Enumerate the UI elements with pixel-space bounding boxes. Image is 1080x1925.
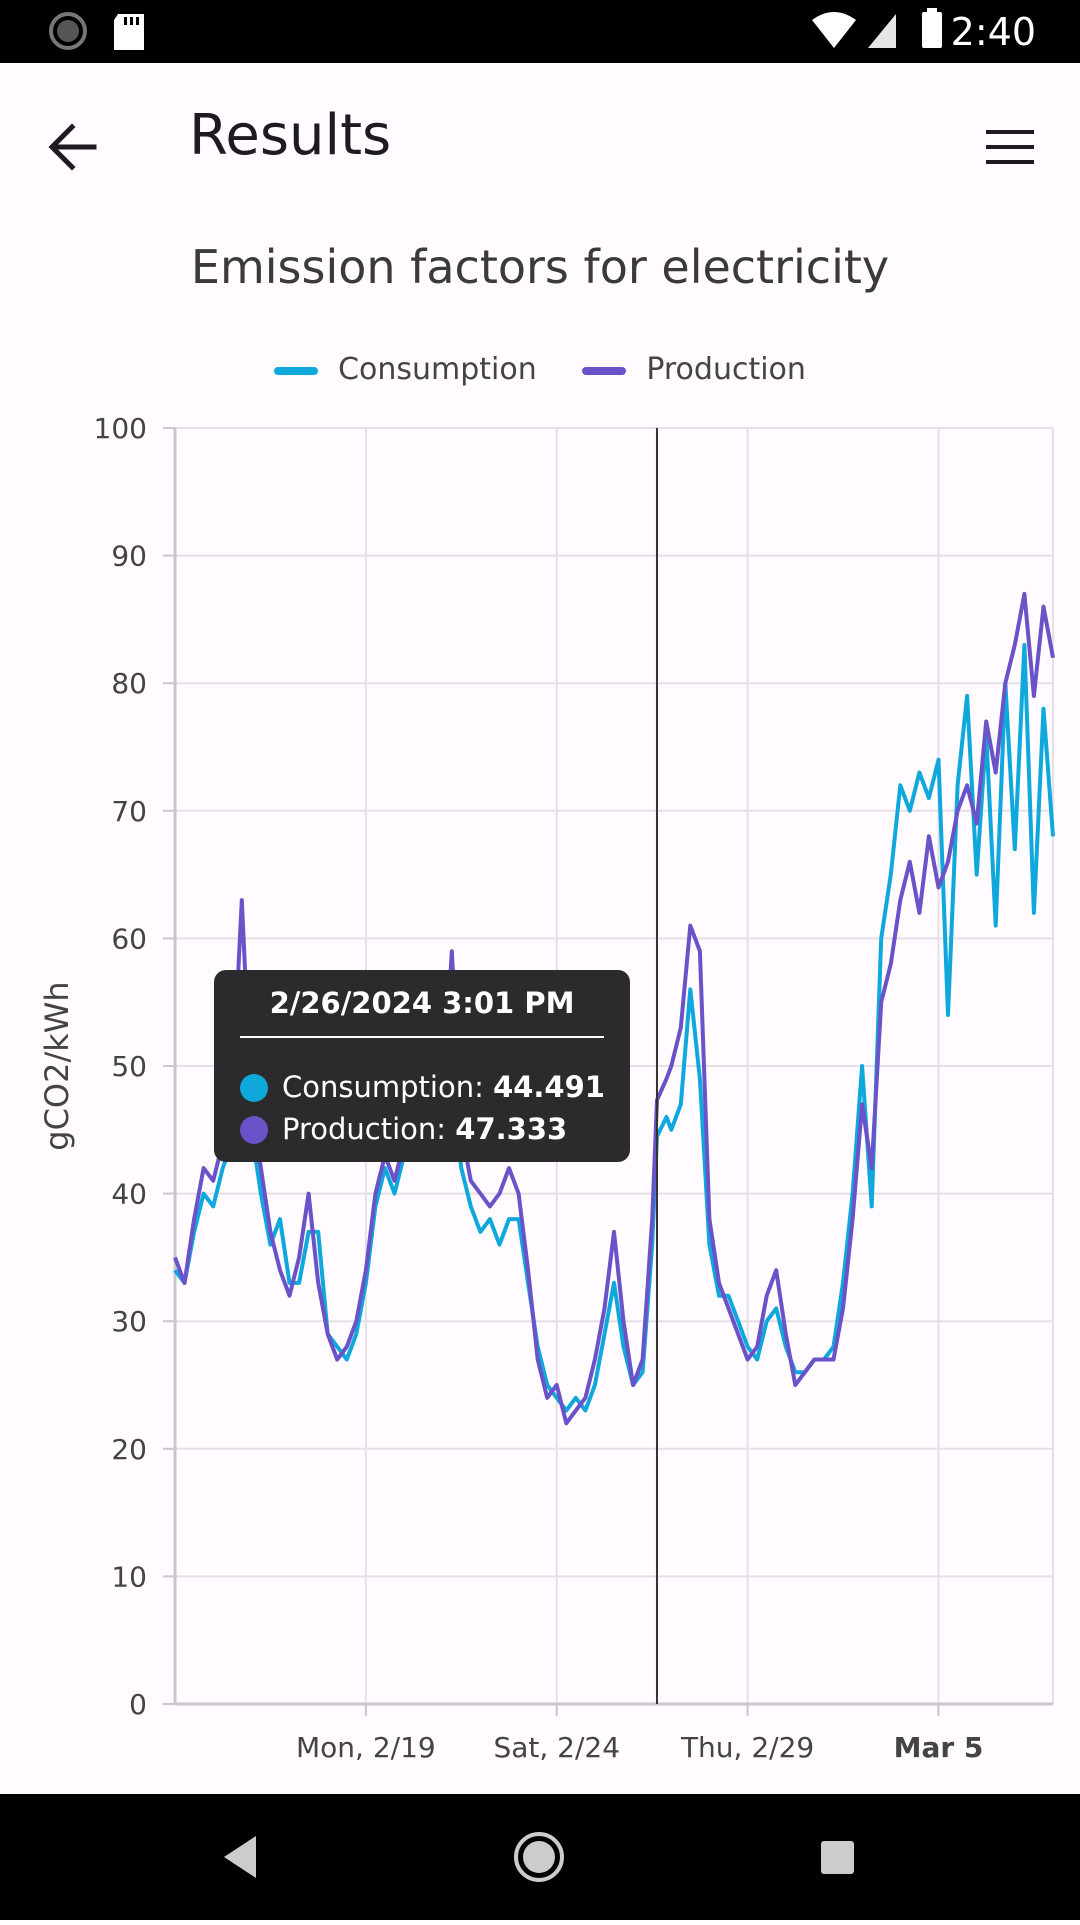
y-tick-label: 0 [129, 1688, 147, 1721]
tooltip-value-production: 47.333 [455, 1112, 568, 1146]
series-line-consumption [173, 642, 1055, 1413]
tooltip-divider [240, 1036, 604, 1038]
series-line-production [173, 591, 1055, 1426]
y-tick-label: 80 [111, 667, 147, 700]
y-tick-label: 90 [111, 540, 147, 573]
y-tick-label: 10 [111, 1560, 147, 1593]
tooltip-row-consumption: Consumption: 44.491 [240, 1070, 605, 1104]
status-time: 2:40 [950, 10, 1036, 54]
chart-tooltip: 2/26/2024 3:01 PM Consumption: 44.491 Pr… [214, 970, 630, 1162]
tooltip-dot-production [240, 1116, 268, 1144]
x-tick-label: Sat, 2/24 [493, 1731, 620, 1764]
sd-card-icon [114, 14, 144, 50]
y-tick-label: 40 [111, 1178, 147, 1211]
back-button[interactable] [30, 103, 118, 191]
legend-label-production: Production [646, 352, 806, 387]
legend-swatch-production [582, 366, 627, 375]
page-title: Results [189, 103, 392, 168]
status-icons-left [49, 12, 144, 50]
emission-line-chart[interactable]: 0 10 20 30 40 50 60 70 80 90 100 Mon, 2/19 Sat, 2/24… [0, 0, 1080, 1794]
system-nav-bar [0, 1794, 1080, 1920]
y-tick-label: 50 [111, 1050, 147, 1083]
app-bar: Results [0, 63, 1080, 213]
y-tick-label: 70 [111, 795, 147, 828]
chart-legend: Consumption Production [0, 352, 1080, 387]
y-tick-label: 20 [111, 1433, 147, 1466]
tooltip-label-production: Production: [282, 1112, 447, 1146]
y-axis-label: gCO2/kWh [38, 981, 76, 1150]
legend-item-consumption[interactable]: Consumption [274, 352, 537, 387]
y-tick-label: 30 [111, 1305, 147, 1338]
nav-recents-icon[interactable] [821, 1841, 854, 1874]
status-icons-right [812, 8, 942, 48]
arrow-back-icon [48, 123, 97, 171]
cell-signal-icon [868, 14, 896, 48]
x-tick-label: Mon, 2/19 [296, 1731, 436, 1764]
legend-label-consumption: Consumption [338, 352, 537, 387]
chart-title: Emission factors for electricity [190, 240, 890, 294]
hamburger-menu-icon [986, 130, 1034, 164]
tooltip-value-consumption: 44.491 [493, 1070, 605, 1104]
tooltip-row-production: Production: 47.333 [240, 1112, 567, 1146]
y-tick-label: 60 [111, 922, 147, 955]
tooltip-title: 2/26/2024 3:01 PM [269, 986, 575, 1020]
tooltip-dot-consumption [240, 1074, 268, 1102]
status-bar: 2:40 [0, 0, 1080, 63]
legend-swatch-consumption [274, 366, 319, 375]
loading-icon [49, 12, 87, 50]
legend-item-production[interactable]: Production [582, 352, 806, 387]
tooltip-label-consumption: Consumption: [282, 1070, 484, 1104]
nav-back-icon[interactable] [224, 1836, 256, 1878]
x-tick-label: Mar 5 [894, 1731, 984, 1764]
wifi-icon [812, 12, 856, 48]
x-tick-label: Thu, 2/29 [680, 1731, 814, 1764]
menu-button[interactable] [972, 103, 1060, 191]
nav-home-icon[interactable] [514, 1832, 564, 1882]
battery-icon [922, 12, 942, 48]
y-tick-label: 100 [94, 412, 147, 445]
